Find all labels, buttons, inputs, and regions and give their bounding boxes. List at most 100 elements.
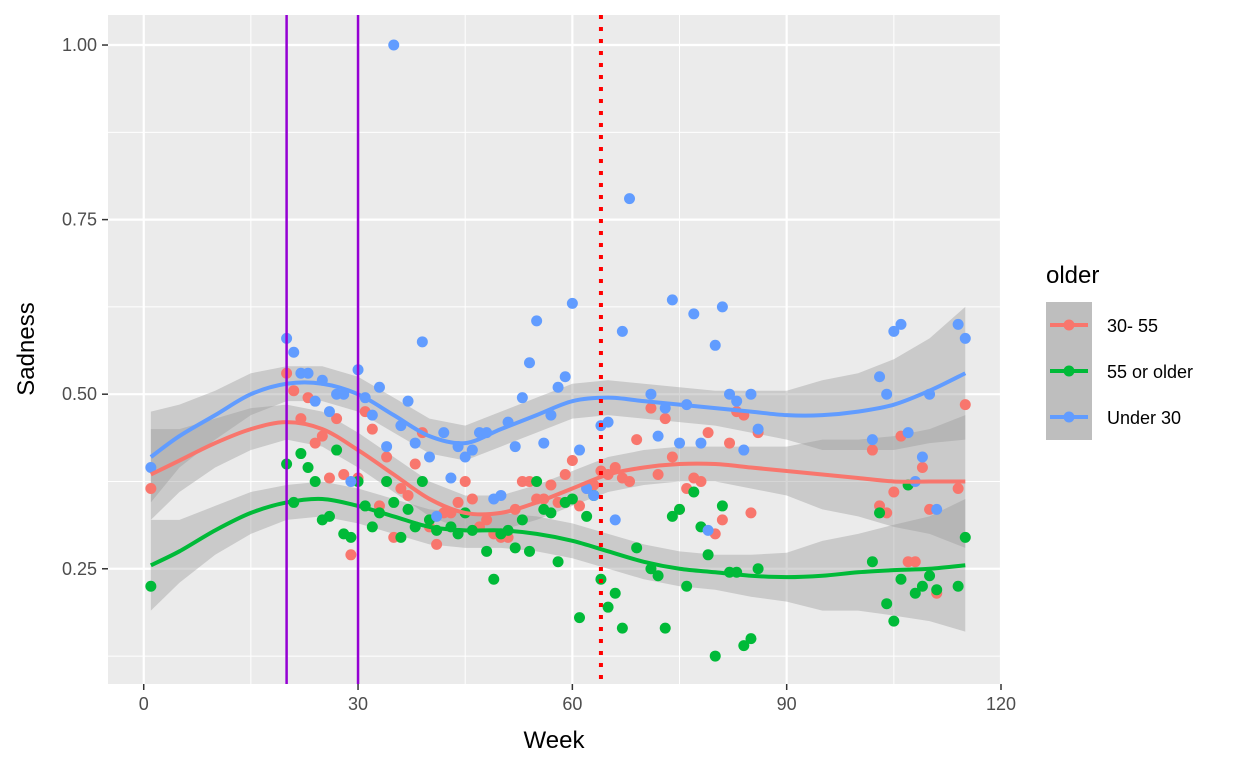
data-point-55-or-older <box>302 462 314 474</box>
data-point-under-30 <box>645 388 657 400</box>
y-tick-label: 0.75 <box>62 210 97 230</box>
data-point-55-or-older <box>702 549 714 561</box>
y-tick-label: 1.00 <box>62 35 97 55</box>
confidence-band-55-or-older <box>150 481 966 632</box>
data-point-under-30 <box>952 318 964 330</box>
data-point-30-55 <box>952 482 964 494</box>
data-point-55-or-older <box>674 503 686 515</box>
data-point-under-30 <box>345 475 357 487</box>
data-point-30-55 <box>316 430 328 442</box>
data-point-under-30 <box>916 451 928 463</box>
data-point-30-55 <box>702 427 714 439</box>
smooth-line-55-or-older <box>149 496 966 580</box>
data-point-under-30 <box>431 510 443 522</box>
data-point-under-30 <box>302 367 314 379</box>
data-point-under-30 <box>574 444 586 456</box>
data-point-30-55 <box>566 455 578 467</box>
data-point-under-30 <box>373 381 385 393</box>
data-point-under-30 <box>323 406 335 418</box>
data-point-30-55 <box>574 500 586 512</box>
legend-label: Under 30 <box>1107 408 1181 428</box>
data-point-30-55 <box>631 434 643 446</box>
x-tick-label: 60 <box>562 694 582 714</box>
data-point-under-30 <box>731 395 743 407</box>
legend-key-point <box>1063 365 1075 377</box>
data-point-under-30 <box>552 381 564 393</box>
data-point-30-55 <box>659 413 671 425</box>
data-point-55-or-older <box>488 573 500 585</box>
data-point-under-30 <box>559 371 571 383</box>
data-point-30-55 <box>145 482 157 494</box>
legend-title: older <box>1046 262 1099 289</box>
data-point-55-or-older <box>652 570 664 582</box>
data-point-55-or-older <box>631 542 643 554</box>
y-axis-title: Sadness <box>13 302 40 395</box>
data-point-55-or-older <box>688 486 700 498</box>
data-point-under-30 <box>738 444 750 456</box>
data-point-30-55 <box>666 451 678 463</box>
data-point-30-55 <box>431 538 443 550</box>
data-point-under-30 <box>709 339 721 351</box>
y-tick-label: 0.50 <box>62 384 97 404</box>
data-point-30-55 <box>916 462 928 474</box>
data-point-under-30 <box>588 489 600 501</box>
data-point-under-30 <box>702 524 714 536</box>
data-point-55-or-older <box>874 507 886 519</box>
data-point-55-or-older <box>866 556 878 568</box>
data-point-under-30 <box>416 336 428 348</box>
data-point-under-30 <box>459 451 471 463</box>
data-point-under-30 <box>724 388 736 400</box>
data-point-30-55 <box>338 469 350 481</box>
data-point-30-55 <box>745 507 757 519</box>
data-point-under-30 <box>423 451 435 463</box>
data-point-55-or-older <box>666 510 678 522</box>
data-point-30-55 <box>695 475 707 487</box>
legend-label: 30- 55 <box>1107 316 1158 336</box>
data-point-30-55 <box>309 437 321 449</box>
data-point-under-30 <box>695 437 707 449</box>
legend: older 30- 55 55 or older Under 30 <box>1046 262 1193 440</box>
data-point-30-55 <box>381 451 393 463</box>
data-point-55-or-older <box>566 493 578 505</box>
confidence-band-30-55 <box>150 404 966 548</box>
data-point-55-or-older <box>745 633 757 645</box>
data-point-30-55 <box>624 475 636 487</box>
data-point-55-or-older <box>616 622 628 634</box>
data-point-30-55 <box>716 514 728 526</box>
data-point-under-30 <box>538 437 550 449</box>
data-point-55-or-older <box>924 570 936 582</box>
data-point-30-55 <box>724 437 736 449</box>
smooth-lines <box>149 371 967 580</box>
x-tick-label: 0 <box>139 694 149 714</box>
data-point-30-55 <box>481 514 493 526</box>
data-point-under-30 <box>609 514 621 526</box>
legend-key-point <box>1063 411 1075 423</box>
data-point-55-or-older <box>931 584 943 596</box>
data-point-55-or-older <box>545 507 557 519</box>
x-tick-label: 90 <box>777 694 797 714</box>
data-point-55-or-older <box>295 448 307 460</box>
data-point-30-55 <box>288 385 300 397</box>
data-point-30-55 <box>645 402 657 414</box>
legend-label: 55 or older <box>1107 362 1193 382</box>
data-point-under-30 <box>523 357 535 369</box>
data-point-under-30 <box>752 423 764 435</box>
data-point-55-or-older <box>366 521 378 533</box>
data-point-30-55 <box>366 423 378 435</box>
data-point-under-30 <box>874 371 886 383</box>
data-point-under-30 <box>674 437 686 449</box>
data-point-under-30 <box>652 430 664 442</box>
y-tick-label: 0.25 <box>62 559 97 579</box>
data-point-30-55 <box>402 489 414 501</box>
data-point-55-or-older <box>345 531 357 543</box>
data-point-55-or-older <box>309 475 321 487</box>
data-point-under-30 <box>388 39 400 51</box>
data-point-under-30 <box>309 395 321 407</box>
data-point-55-or-older <box>952 580 964 592</box>
x-tick-label: 120 <box>986 694 1016 714</box>
data-point-30-55 <box>959 399 971 411</box>
data-point-30-55 <box>409 458 421 470</box>
data-point-55-or-older <box>681 580 693 592</box>
data-point-55-or-older <box>145 580 157 592</box>
data-point-30-55 <box>909 556 921 568</box>
